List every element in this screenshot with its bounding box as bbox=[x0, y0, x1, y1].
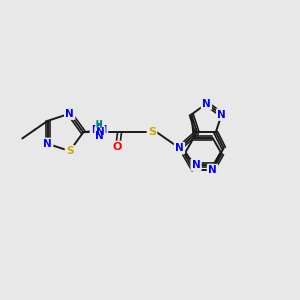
Text: H: H bbox=[97, 126, 105, 135]
Text: N: N bbox=[202, 99, 211, 109]
Text: H: H bbox=[96, 122, 102, 130]
Text: N: N bbox=[175, 143, 184, 153]
Text: O: O bbox=[113, 142, 122, 152]
Text: N: N bbox=[94, 131, 103, 141]
Text: N: N bbox=[208, 165, 217, 175]
Text: NH: NH bbox=[91, 125, 107, 135]
Text: N: N bbox=[96, 127, 104, 137]
Text: N: N bbox=[65, 109, 74, 119]
Text: N: N bbox=[217, 110, 226, 120]
Text: S: S bbox=[148, 127, 156, 137]
Text: N: N bbox=[192, 160, 200, 170]
Text: H: H bbox=[96, 120, 102, 129]
Text: S: S bbox=[66, 146, 74, 156]
Text: H: H bbox=[96, 120, 102, 129]
Text: N: N bbox=[44, 139, 52, 149]
